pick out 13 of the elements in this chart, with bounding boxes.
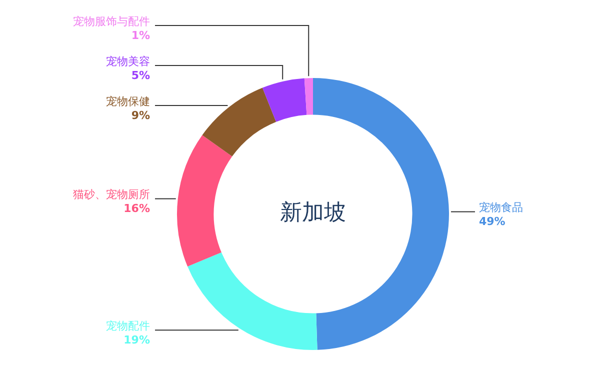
data-label: 49%: [479, 215, 506, 228]
data-label: 19%: [124, 333, 150, 346]
slice-label: 宠物食品: [479, 201, 523, 214]
data-label: 1%: [131, 28, 150, 42]
text: 新加坡: [280, 200, 346, 226]
data-label: 5%: [131, 68, 150, 82]
data-label: 16%: [124, 202, 150, 216]
data-label: 9%: [131, 108, 150, 122]
slice-label: 宠物配件: [106, 319, 150, 332]
slice-label: 宠物服饰与配件: [73, 14, 150, 28]
slice-label: 宠物美容: [106, 54, 150, 68]
slice-label: 猫砂、宠物厕所: [73, 188, 150, 202]
slice-label: 宠物保健: [106, 94, 150, 108]
